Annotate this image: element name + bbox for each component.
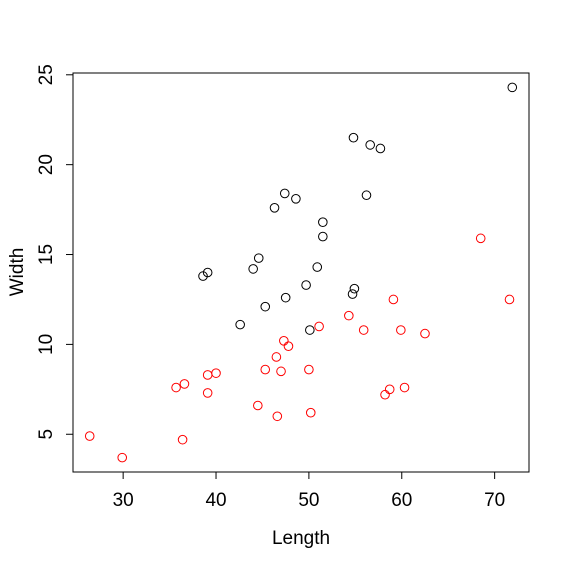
point [361, 190, 372, 201]
y-tick-label: 10 [36, 334, 57, 355]
point [318, 217, 328, 227]
point [384, 384, 395, 395]
point [84, 431, 95, 441]
point [399, 382, 410, 393]
point [304, 364, 314, 375]
point [291, 194, 301, 204]
point [305, 407, 316, 418]
point [358, 325, 369, 335]
y-axis-label: Width [7, 248, 28, 297]
point [260, 364, 271, 375]
point [314, 321, 324, 332]
point [344, 310, 354, 321]
point [260, 301, 271, 312]
point [179, 379, 190, 389]
point [269, 202, 280, 213]
point [271, 352, 282, 362]
y-tick-label: 5 [36, 429, 57, 440]
x-tick-label: 50 [298, 490, 319, 511]
point [365, 140, 375, 150]
point [276, 366, 286, 377]
point [504, 294, 515, 305]
x-axis-label: Length [272, 528, 330, 549]
x-tick-label: 30 [113, 490, 134, 511]
point [348, 132, 359, 143]
point [253, 400, 263, 411]
point [347, 289, 358, 299]
x-tick-label: 40 [205, 490, 226, 511]
point [388, 294, 399, 305]
point [318, 231, 328, 242]
point [253, 253, 264, 263]
point [177, 434, 188, 445]
point [420, 328, 430, 339]
point [301, 280, 311, 290]
y-tick-label: 15 [36, 244, 57, 265]
point [312, 262, 323, 272]
x-tick-label: 70 [484, 490, 505, 511]
x-tick-label: 60 [391, 490, 412, 511]
y-tick-label: 25 [36, 64, 57, 85]
point [475, 233, 486, 244]
point [202, 388, 213, 398]
point [396, 325, 406, 335]
point [507, 82, 518, 93]
point [280, 292, 291, 303]
point [198, 271, 208, 281]
point [283, 341, 294, 351]
point [248, 264, 258, 274]
point [117, 452, 128, 463]
point [171, 382, 181, 393]
point [235, 319, 245, 330]
y-tick-label: 20 [36, 154, 57, 175]
point [349, 283, 360, 294]
point [211, 368, 221, 378]
point [279, 188, 290, 199]
point [375, 143, 386, 154]
point [272, 411, 283, 422]
point [305, 325, 315, 335]
